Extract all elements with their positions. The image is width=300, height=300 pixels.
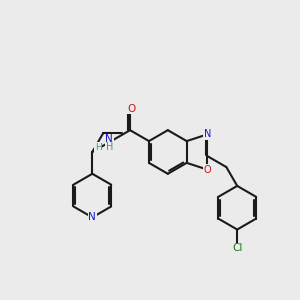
Text: O: O: [127, 104, 135, 114]
Text: N: N: [105, 134, 113, 144]
Text: H: H: [95, 142, 102, 152]
Text: N: N: [204, 129, 211, 139]
Text: Cl: Cl: [232, 243, 242, 253]
Text: O: O: [204, 165, 211, 175]
Text: H: H: [106, 142, 113, 152]
Text: N: N: [88, 212, 96, 222]
